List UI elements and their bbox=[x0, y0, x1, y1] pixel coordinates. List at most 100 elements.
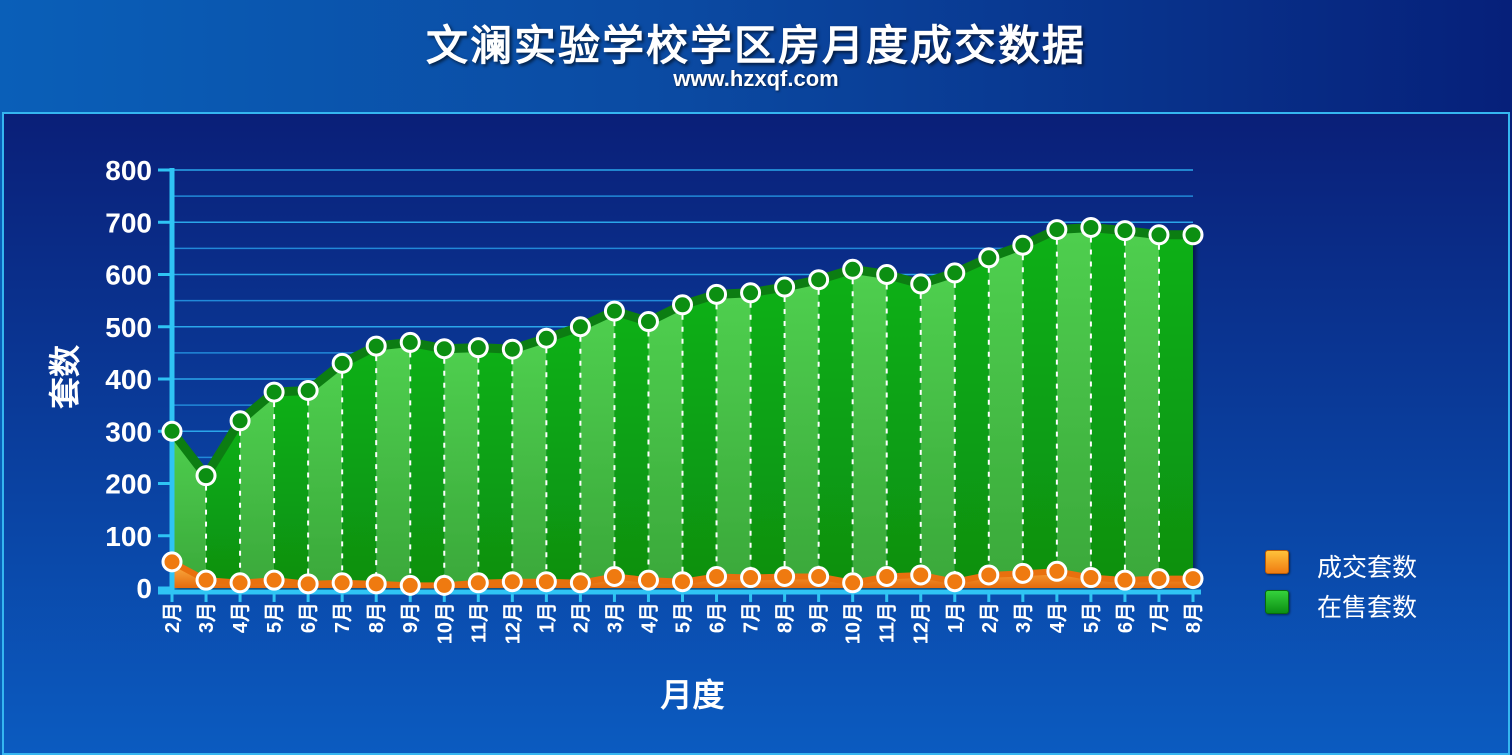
deals-point bbox=[603, 566, 625, 588]
listings-point bbox=[944, 262, 966, 284]
listings-area-band bbox=[546, 326, 581, 588]
listings-area-band bbox=[818, 269, 853, 588]
listings-area bbox=[172, 227, 1193, 589]
listings-area-band bbox=[274, 390, 309, 588]
x-tick-label: 6月 bbox=[707, 602, 729, 633]
x-tick-label: 3月 bbox=[604, 602, 626, 633]
listings-area-band bbox=[920, 272, 955, 588]
listings-point bbox=[1114, 220, 1136, 242]
deals-point bbox=[978, 564, 1000, 586]
deals-point bbox=[433, 574, 455, 596]
listings-markers bbox=[161, 216, 1204, 487]
listings-area-band bbox=[512, 338, 547, 588]
x-tick-label: 10月 bbox=[843, 602, 865, 644]
listings-point bbox=[433, 338, 455, 360]
deals-point bbox=[331, 572, 353, 594]
chart-title: 文澜实验学校学区房月度成交数据 bbox=[425, 21, 1086, 70]
y-tick-labels: 0 100 200 300 400 500 600 700 800 bbox=[105, 155, 172, 604]
deals-point bbox=[740, 567, 762, 589]
x-tick-label: 3月 bbox=[1013, 602, 1035, 633]
deals-point bbox=[1114, 569, 1136, 591]
x-tick-label: 2月 bbox=[162, 602, 184, 633]
listings-point bbox=[535, 327, 557, 349]
x-tick-labels: 2月 3月 4月 5月 6月 7月 8月 9月 10月 11月 12月 1月 2月 3月 4月 5月 6月 7月 8… bbox=[162, 592, 1205, 644]
deals-point bbox=[365, 573, 387, 595]
listings-area-band bbox=[954, 257, 989, 588]
deals-point bbox=[1080, 567, 1102, 589]
deals-point bbox=[569, 572, 591, 594]
y-tick-label: 200 bbox=[105, 469, 152, 500]
y-tick-label: 600 bbox=[105, 260, 152, 291]
listings-point bbox=[1046, 219, 1068, 241]
legend-item-listings: 在售套数 bbox=[1265, 588, 1485, 622]
listings-area-band bbox=[478, 347, 513, 588]
listings-point bbox=[842, 258, 864, 280]
listings-point bbox=[637, 311, 659, 333]
listings-point bbox=[774, 276, 796, 298]
y-tick-label: 0 bbox=[136, 573, 152, 604]
deals-point bbox=[1046, 560, 1068, 582]
listings-area-band bbox=[580, 311, 615, 588]
x-tick-label: 5月 bbox=[673, 602, 695, 633]
listings-point bbox=[910, 273, 932, 295]
x-tick-label: 7月 bbox=[1149, 602, 1171, 633]
legend-swatch-listings bbox=[1265, 590, 1289, 614]
listings-point bbox=[365, 335, 387, 357]
deals-area bbox=[172, 561, 1193, 588]
listings-point bbox=[161, 420, 183, 442]
deals-point bbox=[944, 571, 966, 593]
x-tick-label: 8月 bbox=[366, 602, 388, 633]
listings-area-band bbox=[682, 294, 717, 588]
listings-area-band bbox=[1022, 229, 1057, 588]
y-tick-label: 800 bbox=[105, 155, 152, 186]
x-tick-label: 7月 bbox=[741, 602, 763, 633]
deals-point bbox=[706, 566, 728, 588]
listings-area-band bbox=[716, 292, 751, 588]
listings-point bbox=[229, 410, 251, 432]
x-tick-label: 5月 bbox=[264, 602, 286, 633]
y-tick-label: 400 bbox=[105, 364, 152, 395]
listings-point bbox=[808, 269, 830, 291]
x-tick-label: 1月 bbox=[945, 602, 967, 633]
x-tick-label: 4月 bbox=[230, 602, 252, 633]
listings-area-band bbox=[1158, 234, 1193, 589]
listings-area-band bbox=[614, 311, 649, 588]
listings-point bbox=[569, 316, 591, 338]
x-tick-label: 2月 bbox=[570, 602, 592, 633]
listings-area-band bbox=[240, 392, 275, 588]
listings-area-band bbox=[750, 287, 785, 588]
x-axis-title: 月度 bbox=[660, 676, 724, 714]
x-tick-label: 9月 bbox=[400, 602, 422, 633]
chart-header: 文澜实验学校学区房月度成交数据 www.hzxqf.com bbox=[0, 0, 1512, 110]
listings-point bbox=[1012, 234, 1034, 256]
legend-label-listings: 在售套数 bbox=[1317, 593, 1418, 622]
y-tick-label: 500 bbox=[105, 312, 152, 343]
deals-point bbox=[195, 569, 217, 591]
listings-point bbox=[297, 379, 319, 401]
legend-item-deals: 成交套数 bbox=[1265, 548, 1485, 582]
x-tick-label: 3月 bbox=[196, 602, 218, 633]
listings-area-band bbox=[342, 346, 377, 588]
deals-point bbox=[467, 572, 489, 594]
listings-point bbox=[672, 294, 693, 316]
deals-point bbox=[535, 571, 557, 593]
listings-point bbox=[1080, 216, 1102, 238]
listings-point bbox=[331, 352, 353, 374]
deals-point bbox=[1182, 568, 1204, 590]
x-tick-label: 1月 bbox=[536, 602, 558, 633]
y-tick-label: 300 bbox=[105, 416, 152, 447]
listings-area-band bbox=[852, 269, 887, 588]
x-tick-label: 12月 bbox=[502, 602, 524, 644]
listings-point bbox=[501, 338, 523, 360]
listings-area-band bbox=[308, 363, 343, 588]
y-tick-label: 700 bbox=[105, 207, 152, 238]
y-axis-title: 套数 bbox=[46, 344, 84, 409]
x-tick-label: 4月 bbox=[1047, 602, 1069, 633]
legend-label-deals: 成交套数 bbox=[1317, 553, 1418, 582]
legend-swatch-deals bbox=[1265, 550, 1289, 574]
deals-point bbox=[297, 573, 319, 595]
listings-area-band bbox=[886, 274, 921, 588]
listings-area-band bbox=[1090, 227, 1125, 588]
deals-point bbox=[161, 551, 183, 573]
listings-point bbox=[195, 465, 217, 487]
